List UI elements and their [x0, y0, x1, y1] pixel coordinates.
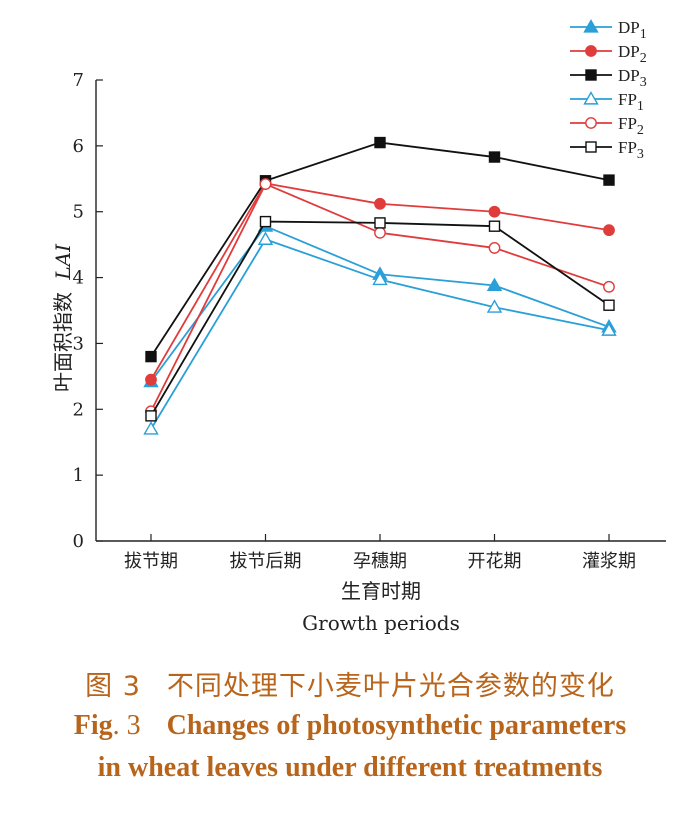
data-point-fp3: [374, 217, 386, 229]
y-tick-label: 5: [73, 202, 84, 223]
x-axis-ticks: 拔节期 拔节后期 孕穗期 开花期 灌浆期: [124, 534, 636, 572]
data-point-fp1: [372, 271, 388, 286]
x-tick-label: 灌浆期: [582, 551, 636, 572]
data-point-dp3: [603, 174, 615, 186]
legend-label-dp3: DP3: [618, 66, 647, 90]
series-layer: [143, 136, 617, 435]
legend-marker-dp1: [583, 19, 599, 33]
y-tick-label: 1: [73, 465, 84, 486]
figure-caption-zh: 图 3 不同处理下小麦叶片光合参数的变化: [0, 664, 700, 703]
y-axis-title-italic: LAI: [51, 243, 75, 281]
legend-item-dp3: DP3: [570, 66, 647, 90]
legend-item-dp1: DP1: [570, 18, 647, 42]
series-dp3: [145, 136, 615, 363]
data-point-fp3: [603, 299, 615, 311]
data-point-fp1: [257, 231, 274, 245]
legend-item-fp2: FP2: [570, 114, 644, 138]
y-tick-label: 0: [73, 531, 84, 552]
caption-zh-label: 图: [85, 671, 114, 702]
legend-label-fp1: FP1: [618, 90, 644, 114]
data-point-dp3: [488, 151, 501, 163]
y-axis-title: 叶面积指数 LAI: [51, 243, 75, 392]
legend-item-fp3: FP3: [570, 138, 644, 162]
caption-en-label: Fig: [73, 710, 113, 741]
data-point-fp3: [259, 215, 272, 228]
legend-marker-dp2: [585, 45, 597, 57]
legend-label-dp1: DP1: [618, 18, 647, 42]
x-tick-label: 孕穗期: [353, 551, 407, 572]
legend-marker-fp1: [583, 91, 599, 105]
data-point-dp1: [486, 277, 503, 292]
series-line-dp3: [150, 141, 610, 358]
data-point-fp2: [259, 178, 272, 190]
y-tick-label: 6: [73, 136, 84, 157]
caption-en-text-2: in wheat leaves under different treatmen…: [97, 752, 603, 783]
series-dp2: [145, 177, 615, 386]
data-point-fp2: [374, 226, 386, 239]
data-point-dp2: [488, 205, 501, 218]
legend-label-fp3: FP3: [618, 138, 644, 162]
series-fp3: [145, 215, 615, 422]
x-tick-label: 开花期: [468, 551, 522, 572]
legend-item-dp2: DP2: [570, 42, 647, 66]
figure-caption-en-line2: in wheat leaves under different treatmen…: [0, 752, 700, 784]
caption-zh-number: 3: [122, 671, 141, 702]
caption-zh-text: 不同处理下小麦叶片光合参数的变化: [166, 671, 615, 702]
data-point-fp2: [603, 280, 615, 293]
data-point-dp2: [145, 373, 157, 386]
data-point-fp3: [488, 220, 501, 232]
y-tick-label: 4: [73, 268, 84, 289]
data-point-dp2: [374, 197, 386, 210]
chart-axes: [95, 80, 666, 542]
legend-marker-fp2: [585, 117, 597, 129]
x-axis-title: 生育时期: [341, 579, 421, 603]
legend-label-fp2: FP2: [618, 114, 644, 138]
legend-item-fp1: FP1: [570, 90, 644, 114]
figure-caption-en-line1: Fig. 3 Changes of photosynthetic paramete…: [0, 710, 700, 742]
series-fp1: [143, 231, 617, 435]
data-point-fp1: [601, 322, 617, 336]
data-point-fp1: [143, 421, 159, 435]
series-fp2: [145, 178, 615, 418]
data-point-fp1: [486, 299, 503, 313]
x-tick-label: 拔节后期: [230, 551, 302, 572]
data-point-dp3: [374, 136, 386, 149]
x-tick-label: 拔节期: [124, 551, 178, 572]
caption-en-text-1: Changes of photosynthetic parameters: [166, 710, 627, 741]
y-axis-ticks: 0 1 2 3 4 5 6 7: [73, 70, 103, 552]
legend-marker-fp3: [585, 141, 597, 153]
y-axis-title-zh: 叶面积指数: [51, 292, 75, 392]
data-point-dp3: [145, 350, 157, 363]
data-point-dp2: [603, 224, 615, 237]
y-tick-label: 2: [73, 399, 84, 420]
legend-label-dp2: DP2: [618, 42, 647, 66]
series-dp1: [143, 218, 617, 388]
data-point-fp3: [145, 410, 157, 422]
x-axis-title-en: Growth periods: [302, 611, 460, 635]
caption-en-number: . 3: [112, 710, 141, 741]
y-tick-label: 3: [73, 333, 84, 354]
data-point-fp2: [488, 242, 501, 254]
y-tick-label: 7: [73, 70, 84, 91]
legend-marker-dp3: [585, 69, 597, 81]
